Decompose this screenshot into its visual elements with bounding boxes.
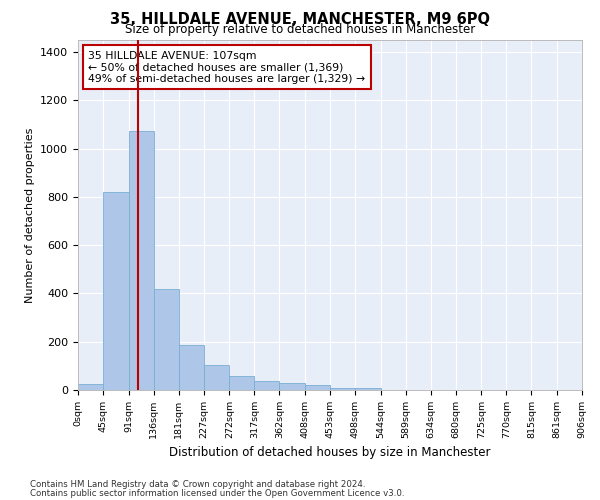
Y-axis label: Number of detached properties: Number of detached properties xyxy=(25,128,35,302)
Text: Contains public sector information licensed under the Open Government Licence v3: Contains public sector information licen… xyxy=(30,488,404,498)
Bar xyxy=(330,388,355,390)
Text: Contains HM Land Registry data © Crown copyright and database right 2024.: Contains HM Land Registry data © Crown c… xyxy=(30,480,365,489)
Bar xyxy=(128,130,154,390)
Bar xyxy=(280,383,305,390)
Bar xyxy=(305,385,330,390)
Bar xyxy=(103,192,128,390)
Bar xyxy=(78,384,103,390)
X-axis label: Distribution of detached houses by size in Manchester: Distribution of detached houses by size … xyxy=(169,446,491,460)
Bar xyxy=(179,346,204,390)
Text: Size of property relative to detached houses in Manchester: Size of property relative to detached ho… xyxy=(125,22,475,36)
Bar xyxy=(204,364,229,390)
Text: 35, HILLDALE AVENUE, MANCHESTER, M9 6PQ: 35, HILLDALE AVENUE, MANCHESTER, M9 6PQ xyxy=(110,12,490,28)
Bar xyxy=(229,376,254,390)
Bar xyxy=(254,381,280,390)
Bar xyxy=(154,288,179,390)
Text: 35 HILLDALE AVENUE: 107sqm
← 50% of detached houses are smaller (1,369)
49% of s: 35 HILLDALE AVENUE: 107sqm ← 50% of deta… xyxy=(88,50,365,84)
Bar xyxy=(355,388,380,390)
